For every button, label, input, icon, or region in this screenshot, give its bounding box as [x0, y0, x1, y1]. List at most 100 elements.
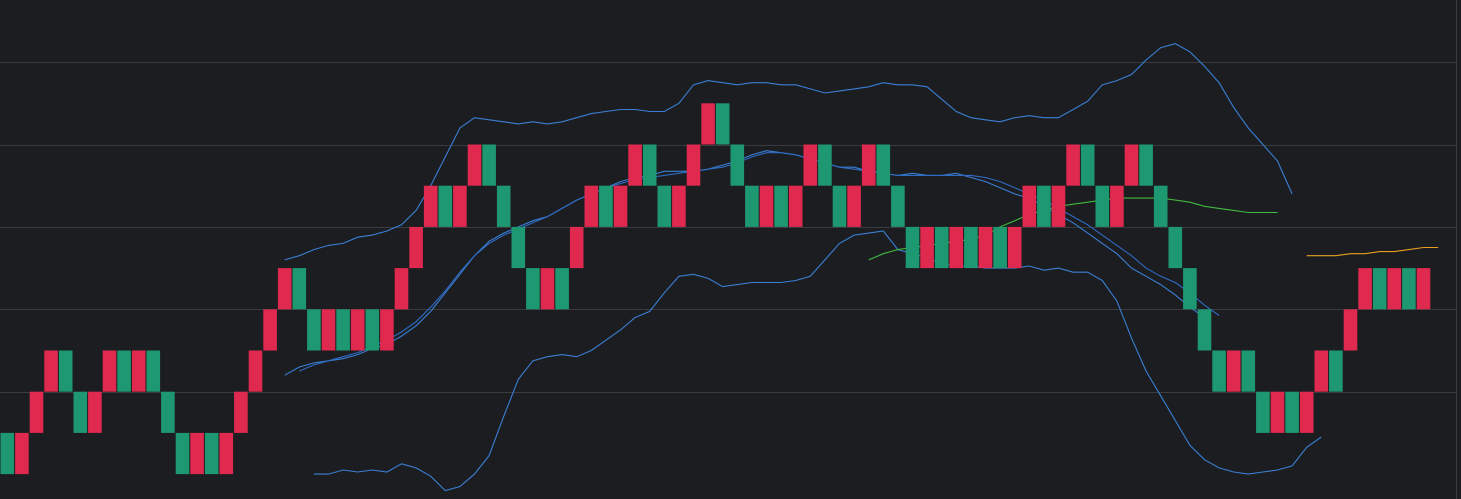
- renko-brick-up: [1226, 350, 1241, 392]
- renko-brick-up: [920, 226, 934, 269]
- gridlines: [0, 62, 1456, 393]
- renko-brick-down: [774, 185, 788, 227]
- renko-brick-up: [190, 432, 204, 475]
- renko-brick-down: [0, 432, 15, 475]
- renko-brick-down: [891, 185, 905, 227]
- renko-brick-up: [263, 309, 277, 351]
- renko-brick-down: [993, 226, 1007, 269]
- renko-brick-down: [832, 185, 847, 227]
- renko-brick-up: [1299, 391, 1314, 433]
- renko-brick-down: [1080, 144, 1095, 186]
- renko-brick-down: [526, 268, 540, 310]
- renko-brick-up: [219, 432, 234, 475]
- renko-brick-up: [44, 350, 58, 392]
- renko-brick-down: [496, 185, 511, 227]
- renko-brick-up: [248, 350, 263, 392]
- renko-brick-up: [131, 350, 146, 392]
- renko-brick-down: [58, 350, 73, 392]
- renko-brick-up: [672, 185, 686, 227]
- renko-brick-up: [1110, 185, 1124, 227]
- renko-brick-up: [1358, 268, 1372, 310]
- renko-brick-up: [409, 226, 423, 269]
- renko-brick-down: [1212, 350, 1226, 392]
- renko-brick-up: [380, 309, 394, 351]
- renko-brick-up: [613, 185, 628, 227]
- renko-brick-up: [321, 309, 336, 351]
- renko-brick-up: [102, 350, 117, 392]
- renko-brick-up: [1387, 268, 1402, 310]
- renko-brick-up: [788, 185, 803, 227]
- renko-brick-up: [569, 226, 584, 269]
- renko-brick-down: [818, 144, 832, 186]
- renko-brick-down: [161, 391, 175, 433]
- renko-brick-up: [15, 432, 29, 475]
- renko-brick-down: [555, 268, 569, 310]
- renko-brick-down: [905, 226, 920, 269]
- renko-brick-up: [453, 185, 467, 227]
- renko-brick-down: [336, 309, 350, 351]
- renko-brick-down: [1372, 268, 1387, 310]
- bollinger-upper-line: [284, 43, 1293, 261]
- renko-brick-down: [1197, 309, 1212, 351]
- renko-brick-down: [117, 350, 131, 392]
- renko-brick-down: [715, 103, 730, 145]
- renko-brick-down: [1241, 350, 1256, 392]
- renko-brick-up: [1066, 144, 1080, 186]
- renko-brick-down: [1168, 226, 1183, 269]
- renko-brick-down: [1153, 185, 1168, 227]
- renko-brick-up: [803, 144, 818, 186]
- renko-brick-down: [657, 185, 672, 227]
- renko-brick-up: [540, 268, 555, 310]
- renko-brick-up: [1343, 309, 1358, 351]
- renko-brick-up: [277, 268, 292, 310]
- renko-brick-down: [964, 226, 978, 269]
- renko-brick-down: [1139, 144, 1153, 186]
- renko-brick-up: [701, 103, 715, 145]
- renko-brick-down: [730, 144, 745, 186]
- renko-brick-up: [1270, 391, 1285, 433]
- renko-brick-up: [686, 144, 701, 186]
- renko-brick-up: [88, 391, 102, 433]
- renko-brick-up: [861, 144, 876, 186]
- renko-brick-down: [511, 226, 526, 269]
- renko-brick-up: [1416, 268, 1431, 310]
- renko-brick-up: [1007, 226, 1022, 269]
- moving-average-slow-line: [299, 152, 1220, 372]
- renko-brick-down: [175, 432, 190, 475]
- renko-brick-down: [1183, 268, 1197, 310]
- renko-brick-down: [1256, 391, 1270, 433]
- renko-brick-up: [1314, 350, 1329, 392]
- renko-brick-up: [467, 144, 482, 186]
- moving-average-fast-line: [284, 150, 1205, 376]
- renko-bricks: [0, 103, 1431, 475]
- renko-brick-up: [628, 144, 642, 186]
- renko-brick-down: [1285, 391, 1299, 433]
- renko-brick-down: [482, 144, 496, 186]
- renko-brick-down: [307, 309, 321, 351]
- renko-brick-up: [949, 226, 964, 269]
- renko-brick-down: [599, 185, 613, 227]
- renko-brick-down: [438, 185, 453, 227]
- renko-brick-down: [876, 144, 891, 186]
- renko-brick-down: [365, 309, 380, 351]
- renko-brick-up: [978, 226, 993, 269]
- renko-brick-down: [745, 185, 759, 227]
- renko-brick-down: [73, 391, 88, 433]
- renko-brick-down: [934, 226, 949, 269]
- renko-brick-up: [759, 185, 774, 227]
- renko-brick-down: [1329, 350, 1343, 392]
- renko-brick-up: [423, 185, 438, 227]
- renko-brick-up: [1051, 185, 1066, 227]
- indicator-lines: [284, 43, 1439, 492]
- renko-brick-down: [292, 268, 307, 310]
- renko-brick-up: [1124, 144, 1139, 186]
- renko-brick-up: [1022, 185, 1037, 227]
- renko-brick-up: [29, 391, 44, 433]
- renko-brick-up: [847, 185, 861, 227]
- renko-brick-down: [1095, 185, 1110, 227]
- renko-brick-up: [394, 268, 409, 310]
- renko-brick-down: [642, 144, 657, 186]
